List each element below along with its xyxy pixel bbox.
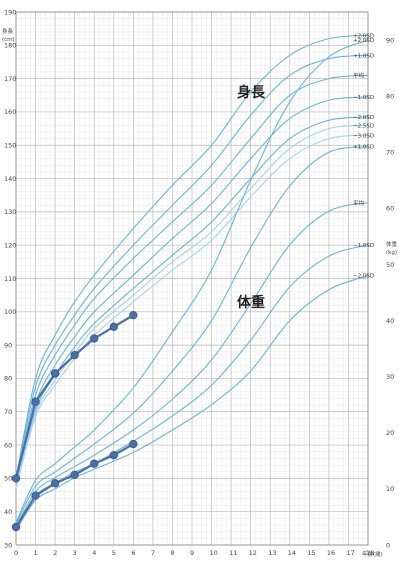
height-curve-label: 平均 — [353, 71, 365, 79]
height-curve-5 — [15, 124, 369, 487]
height-curve-label: −2.5SD — [353, 123, 374, 129]
height-axis-unit: (cm) — [2, 37, 15, 43]
weight-axis-unit: (kg) — [386, 250, 397, 256]
height-tick-label: 60 — [4, 441, 12, 449]
patient-data — [11, 310, 138, 532]
age-tick-label: 17 — [346, 549, 354, 557]
weight-tick-label: 60 — [386, 205, 394, 213]
weight-patient-point — [11, 522, 21, 532]
age-tick-label: 6 — [131, 549, 135, 557]
tick-labels: 3040506070809010011012013014015016017018… — [4, 8, 394, 557]
age-tick-label: 7 — [151, 549, 155, 557]
height-curve-label: −2.0SD — [353, 115, 374, 121]
height-title: 身長 — [237, 84, 266, 101]
height-tick-label: 130 — [4, 208, 16, 216]
weight-tick-label: 40 — [386, 317, 394, 325]
height-tick-label: 80 — [4, 375, 12, 383]
height-curve-1 — [15, 54, 369, 479]
weight-curve-4 — [15, 275, 369, 531]
height-curve-label: +1.0SD — [353, 53, 374, 59]
age-tick-label: 5 — [112, 549, 116, 557]
height-tick-label: 50 — [4, 475, 12, 483]
height-curve-3 — [15, 96, 369, 484]
age-tick-label: 11 — [229, 549, 237, 557]
age-tick-label: 13 — [268, 549, 276, 557]
age-tick-label: 14 — [288, 549, 296, 557]
height-patient-point — [90, 334, 99, 343]
weight-tick-label: 20 — [386, 429, 394, 437]
weight-curve-0 — [15, 39, 369, 523]
height-tick-label: 160 — [4, 108, 16, 116]
weight-curve-label: 平均 — [353, 199, 365, 207]
weight-curve-label: +1.0SD — [353, 145, 374, 151]
age-tick-label: 4 — [92, 549, 96, 557]
weight-title: 体重 — [237, 294, 265, 311]
height-patient-point — [50, 369, 60, 378]
height-tick-label: 180 — [4, 42, 16, 50]
age-tick-label: 16 — [327, 549, 335, 557]
age-tick-label: 8 — [170, 549, 174, 557]
height-tick-label: 120 — [4, 241, 16, 249]
weight-tick-label: 80 — [386, 92, 394, 100]
height-axis-label: 身長 — [2, 27, 14, 35]
weight-patient-point — [129, 439, 138, 449]
grid — [15, 11, 369, 546]
age-tick-label: 10 — [210, 549, 218, 557]
weight-curve-1 — [15, 146, 369, 526]
weight-curve-label: −1.0SD — [353, 243, 374, 249]
weight-tick-label: 50 — [386, 261, 394, 269]
x-axis-label: 年齢(歳) — [362, 550, 383, 558]
weight-tick-label: 70 — [386, 149, 394, 157]
height-tick-label: 100 — [4, 308, 16, 316]
weight-patient-point — [70, 470, 79, 480]
age-tick-label: 1 — [34, 549, 38, 557]
height-curve-0 — [15, 34, 369, 479]
weight-patient-point — [109, 451, 118, 460]
height-tick-label: 40 — [4, 508, 12, 516]
height-patient-point — [129, 310, 138, 320]
age-tick-label: 3 — [73, 549, 77, 557]
age-tick-label: 0 — [14, 549, 18, 557]
height-patient-point — [11, 474, 21, 483]
height-tick-label: 150 — [4, 142, 16, 150]
age-tick-label: 15 — [307, 549, 315, 557]
height-tick-label: 190 — [4, 8, 16, 16]
weight-tick-label: 10 — [386, 485, 394, 493]
height-tick-label: 170 — [4, 75, 16, 83]
height-tick-label: 110 — [4, 275, 16, 283]
weight-axis-label: 体重 — [386, 240, 398, 248]
age-tick-label: 9 — [190, 549, 194, 557]
weight-tick-label: 30 — [386, 373, 394, 381]
height-tick-label: 30 — [4, 541, 12, 549]
weight-curve-label: +2.0SD — [353, 38, 374, 44]
weight-patient-point — [50, 479, 60, 488]
height-patient-point — [70, 350, 79, 360]
height-curve-2 — [15, 74, 369, 482]
height-tick-label: 90 — [4, 341, 12, 349]
weight-curve-label: −2.0SD — [353, 274, 374, 280]
height-curve-6 — [15, 134, 369, 489]
height-tick-label: 140 — [4, 175, 16, 183]
plot-frame — [15, 11, 369, 546]
age-tick-label: 18 — [366, 549, 374, 557]
weight-patient-point — [90, 459, 99, 468]
weight-tick-label: 90 — [386, 36, 394, 44]
weight-tick-label: 0 — [386, 541, 390, 549]
height-tick-label: 70 — [4, 408, 12, 416]
height-curve-label: −3.0SD — [353, 133, 374, 139]
weight-patient-point — [31, 491, 40, 500]
age-tick-label: 12 — [249, 549, 257, 557]
height-patient-point — [31, 397, 40, 406]
height-curve-label: −1.0SD — [353, 95, 374, 101]
height-patient-point — [109, 322, 118, 331]
age-tick-label: 2 — [53, 549, 57, 557]
weight-curve-2 — [15, 202, 369, 528]
height-curve-label: +2.0SD — [353, 33, 374, 39]
